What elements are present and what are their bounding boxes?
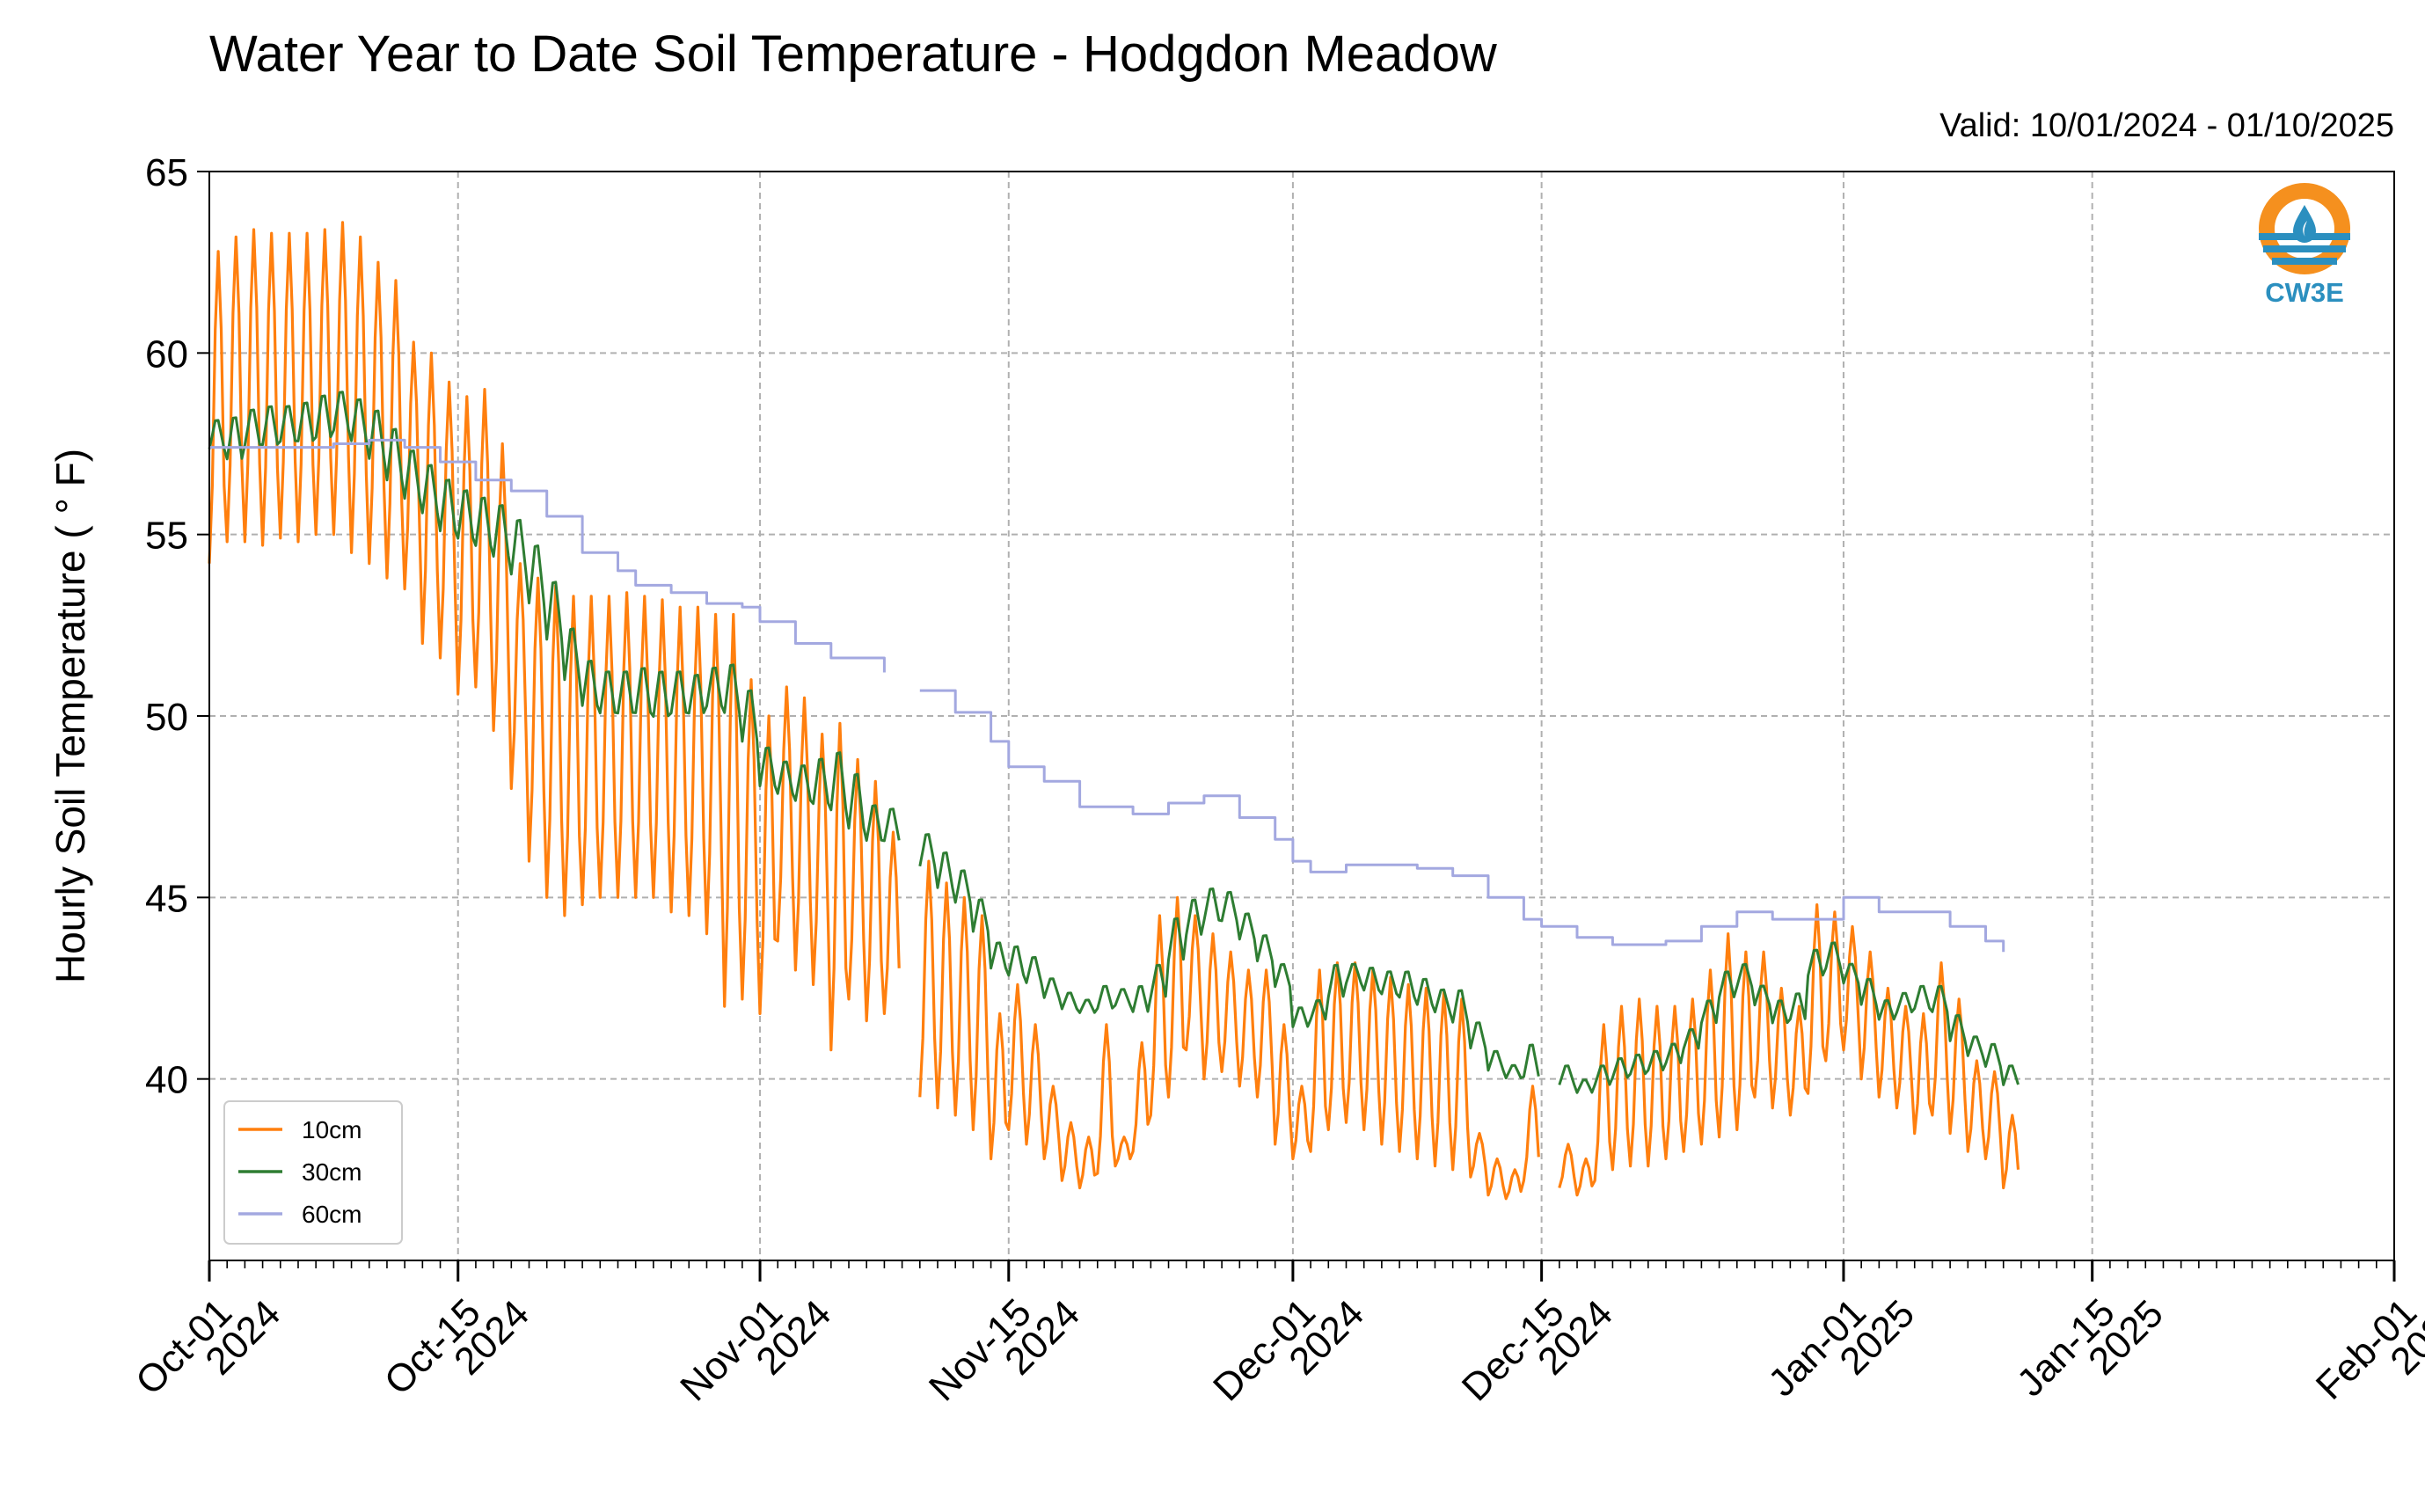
y-tick-label: 60 bbox=[145, 332, 188, 376]
legend-label-60cm: 60cm bbox=[302, 1201, 362, 1228]
series-line-10cm bbox=[208, 221, 2020, 1201]
legend-layer: 10cm 30cm 60cm bbox=[223, 1100, 403, 1245]
chart-title: Water Year to Date Soil Temperature - Ho… bbox=[209, 26, 1497, 83]
logo-text: CW3E bbox=[2265, 277, 2344, 308]
y-tick-label: 55 bbox=[145, 515, 188, 558]
series-line-60cm bbox=[209, 438, 2005, 953]
y-axis-label: Hourly Soil Temperature ( ° F) bbox=[47, 449, 93, 983]
axis-layer: 40 45 50 55 60 65 Hourly Soil Temperature ( ° … bbox=[47, 151, 2425, 1409]
y-tick-label: 45 bbox=[145, 877, 188, 920]
legend-label-30cm: 30cm bbox=[302, 1158, 362, 1186]
y-tick-label: 50 bbox=[145, 696, 188, 739]
y-tick-label: 65 bbox=[145, 151, 188, 194]
legend-box bbox=[223, 1100, 403, 1245]
cw3e-logo: CW3E bbox=[2256, 180, 2353, 317]
valid-date-range: Valid: 10/01/2024 - 01/10/2025 bbox=[1939, 107, 2394, 144]
y-tick-label: 40 bbox=[145, 1059, 188, 1102]
water-drop-sun-icon bbox=[2259, 183, 2350, 274]
legend-label-10cm: 10cm bbox=[302, 1116, 362, 1143]
grid-layer bbox=[208, 171, 2395, 1260]
series-line-30cm bbox=[208, 391, 2020, 1094]
series-layer bbox=[208, 221, 2020, 1201]
